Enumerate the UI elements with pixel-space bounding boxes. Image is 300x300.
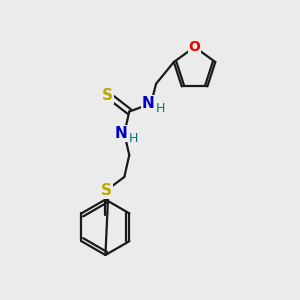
Text: N: N xyxy=(115,126,128,141)
Text: S: S xyxy=(101,183,112,198)
Text: H: H xyxy=(155,102,165,115)
Text: O: O xyxy=(189,40,200,54)
Text: N: N xyxy=(142,96,154,111)
Text: H: H xyxy=(128,132,138,145)
Text: S: S xyxy=(102,88,113,103)
